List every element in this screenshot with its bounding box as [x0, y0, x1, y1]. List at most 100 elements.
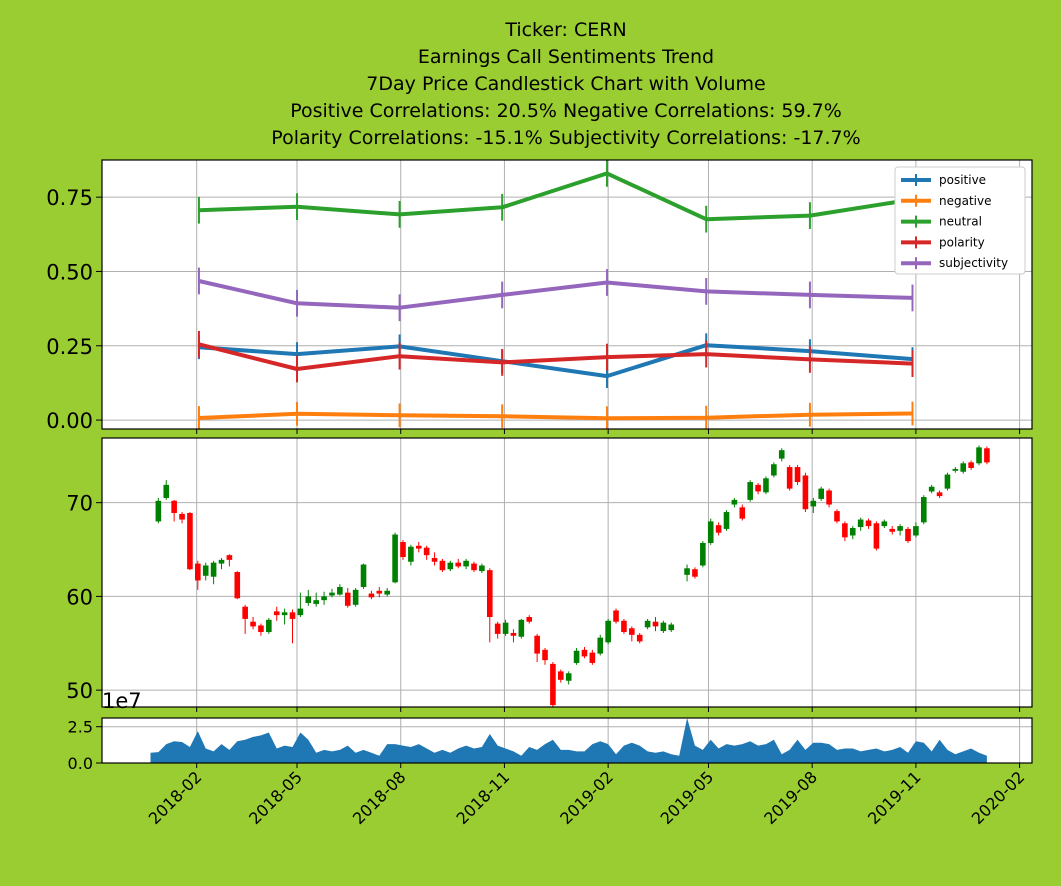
- candle-down: [226, 554, 233, 567]
- candle-body: [321, 596, 327, 601]
- candle-body: [944, 474, 951, 489]
- candle-up: [502, 619, 509, 636]
- candle-down: [621, 618, 627, 634]
- candle-body: [913, 526, 919, 536]
- candle-up: [384, 587, 390, 597]
- candle-body: [289, 612, 296, 619]
- series-line-negative: [198, 411, 913, 421]
- legend-label-polarity: polarity: [939, 235, 985, 249]
- candle-up: [218, 557, 225, 570]
- title-line-correlations-pol-subj: Polarity Correlations: -15.1% Subjectivi…: [271, 127, 860, 149]
- candle-body: [384, 590, 390, 595]
- title-line-ticker: Ticker: CERN: [504, 19, 626, 41]
- candle-up: [352, 587, 359, 607]
- candle-down: [755, 482, 761, 495]
- candle-body: [865, 520, 872, 527]
- candle-down: [715, 522, 722, 536]
- candle-body: [826, 490, 832, 505]
- candle-down: [889, 526, 896, 535]
- candle-body: [984, 448, 990, 463]
- candle-body: [739, 507, 746, 519]
- candle-down: [558, 669, 564, 683]
- candle-body: [747, 482, 753, 500]
- candle-body: [250, 621, 256, 627]
- candle-body: [660, 622, 667, 632]
- candle-up: [920, 495, 927, 525]
- figure-title: Ticker: CERN Earnings Call Sentiments Tr…: [271, 19, 860, 149]
- candle-body: [202, 565, 209, 576]
- y-tick-label: 0.50: [46, 260, 93, 284]
- candle-up: [597, 634, 604, 656]
- candle-body: [297, 608, 304, 616]
- candle-body: [518, 619, 525, 637]
- candle-down: [581, 647, 588, 659]
- candle-down: [179, 512, 185, 524]
- candle-body: [573, 650, 580, 663]
- candle-down: [936, 490, 943, 498]
- y-tick-label: 2.5: [68, 718, 93, 737]
- candle-down: [905, 527, 911, 543]
- candle-body: [802, 475, 809, 510]
- candle-body: [439, 560, 446, 571]
- candle-body: [471, 563, 477, 571]
- candle-up: [266, 617, 272, 634]
- candle-body: [778, 450, 785, 459]
- candle-body: [881, 521, 888, 527]
- candle-body: [873, 523, 880, 549]
- candle-body: [210, 562, 217, 577]
- candle-down: [439, 558, 446, 573]
- candle-body: [163, 484, 170, 498]
- candle-body: [534, 635, 540, 654]
- candle-down: [171, 499, 177, 522]
- candle-up: [644, 618, 651, 630]
- candle-body: [542, 649, 548, 661]
- candle-up: [976, 445, 982, 466]
- candle-body: [684, 568, 690, 575]
- candle-body: [550, 663, 556, 706]
- candle-body: [344, 592, 351, 606]
- candle-down: [258, 623, 264, 636]
- y-tick-label: 0.00: [46, 409, 93, 433]
- candle-body: [700, 542, 706, 566]
- candle-up: [723, 510, 730, 531]
- candle-body: [431, 557, 438, 562]
- candle-body: [234, 572, 241, 599]
- candle-body: [652, 621, 659, 627]
- candle-body: [810, 500, 817, 507]
- candle-body: [707, 521, 714, 543]
- candle-down: [834, 509, 840, 524]
- candle-up: [913, 522, 919, 538]
- candle-down: [455, 558, 462, 569]
- candle-up: [565, 671, 572, 685]
- candle-body: [423, 547, 430, 556]
- candle-body: [305, 596, 312, 603]
- candle-down: [589, 649, 596, 665]
- candle-body: [376, 590, 383, 594]
- volume-area: [150, 718, 987, 763]
- candle-body: [644, 620, 651, 628]
- candle-down: [984, 446, 990, 465]
- candle-body: [857, 519, 864, 528]
- candle-down: [431, 552, 438, 566]
- candle-body: [408, 546, 414, 562]
- legend: positive negative neutral polarity subjectiv…: [894, 166, 1026, 275]
- candle-body: [960, 463, 967, 472]
- candle-up: [408, 544, 414, 566]
- candle-body: [187, 512, 193, 570]
- candle-body: [897, 526, 903, 531]
- candle-body: [849, 527, 856, 536]
- candle-body: [629, 628, 635, 635]
- candle-body: [455, 562, 462, 567]
- candle-down: [234, 571, 241, 600]
- candle-down: [344, 587, 351, 608]
- y-tick-label: 70: [66, 492, 93, 516]
- candle-down: [865, 518, 872, 529]
- candle-body: [352, 589, 359, 605]
- candle-down: [250, 617, 256, 630]
- series-line-positive: [198, 343, 913, 379]
- candle-down: [794, 465, 801, 485]
- candle-body: [313, 600, 319, 604]
- candle-up: [952, 467, 959, 473]
- candle-down: [786, 465, 793, 491]
- candle-up: [818, 486, 824, 501]
